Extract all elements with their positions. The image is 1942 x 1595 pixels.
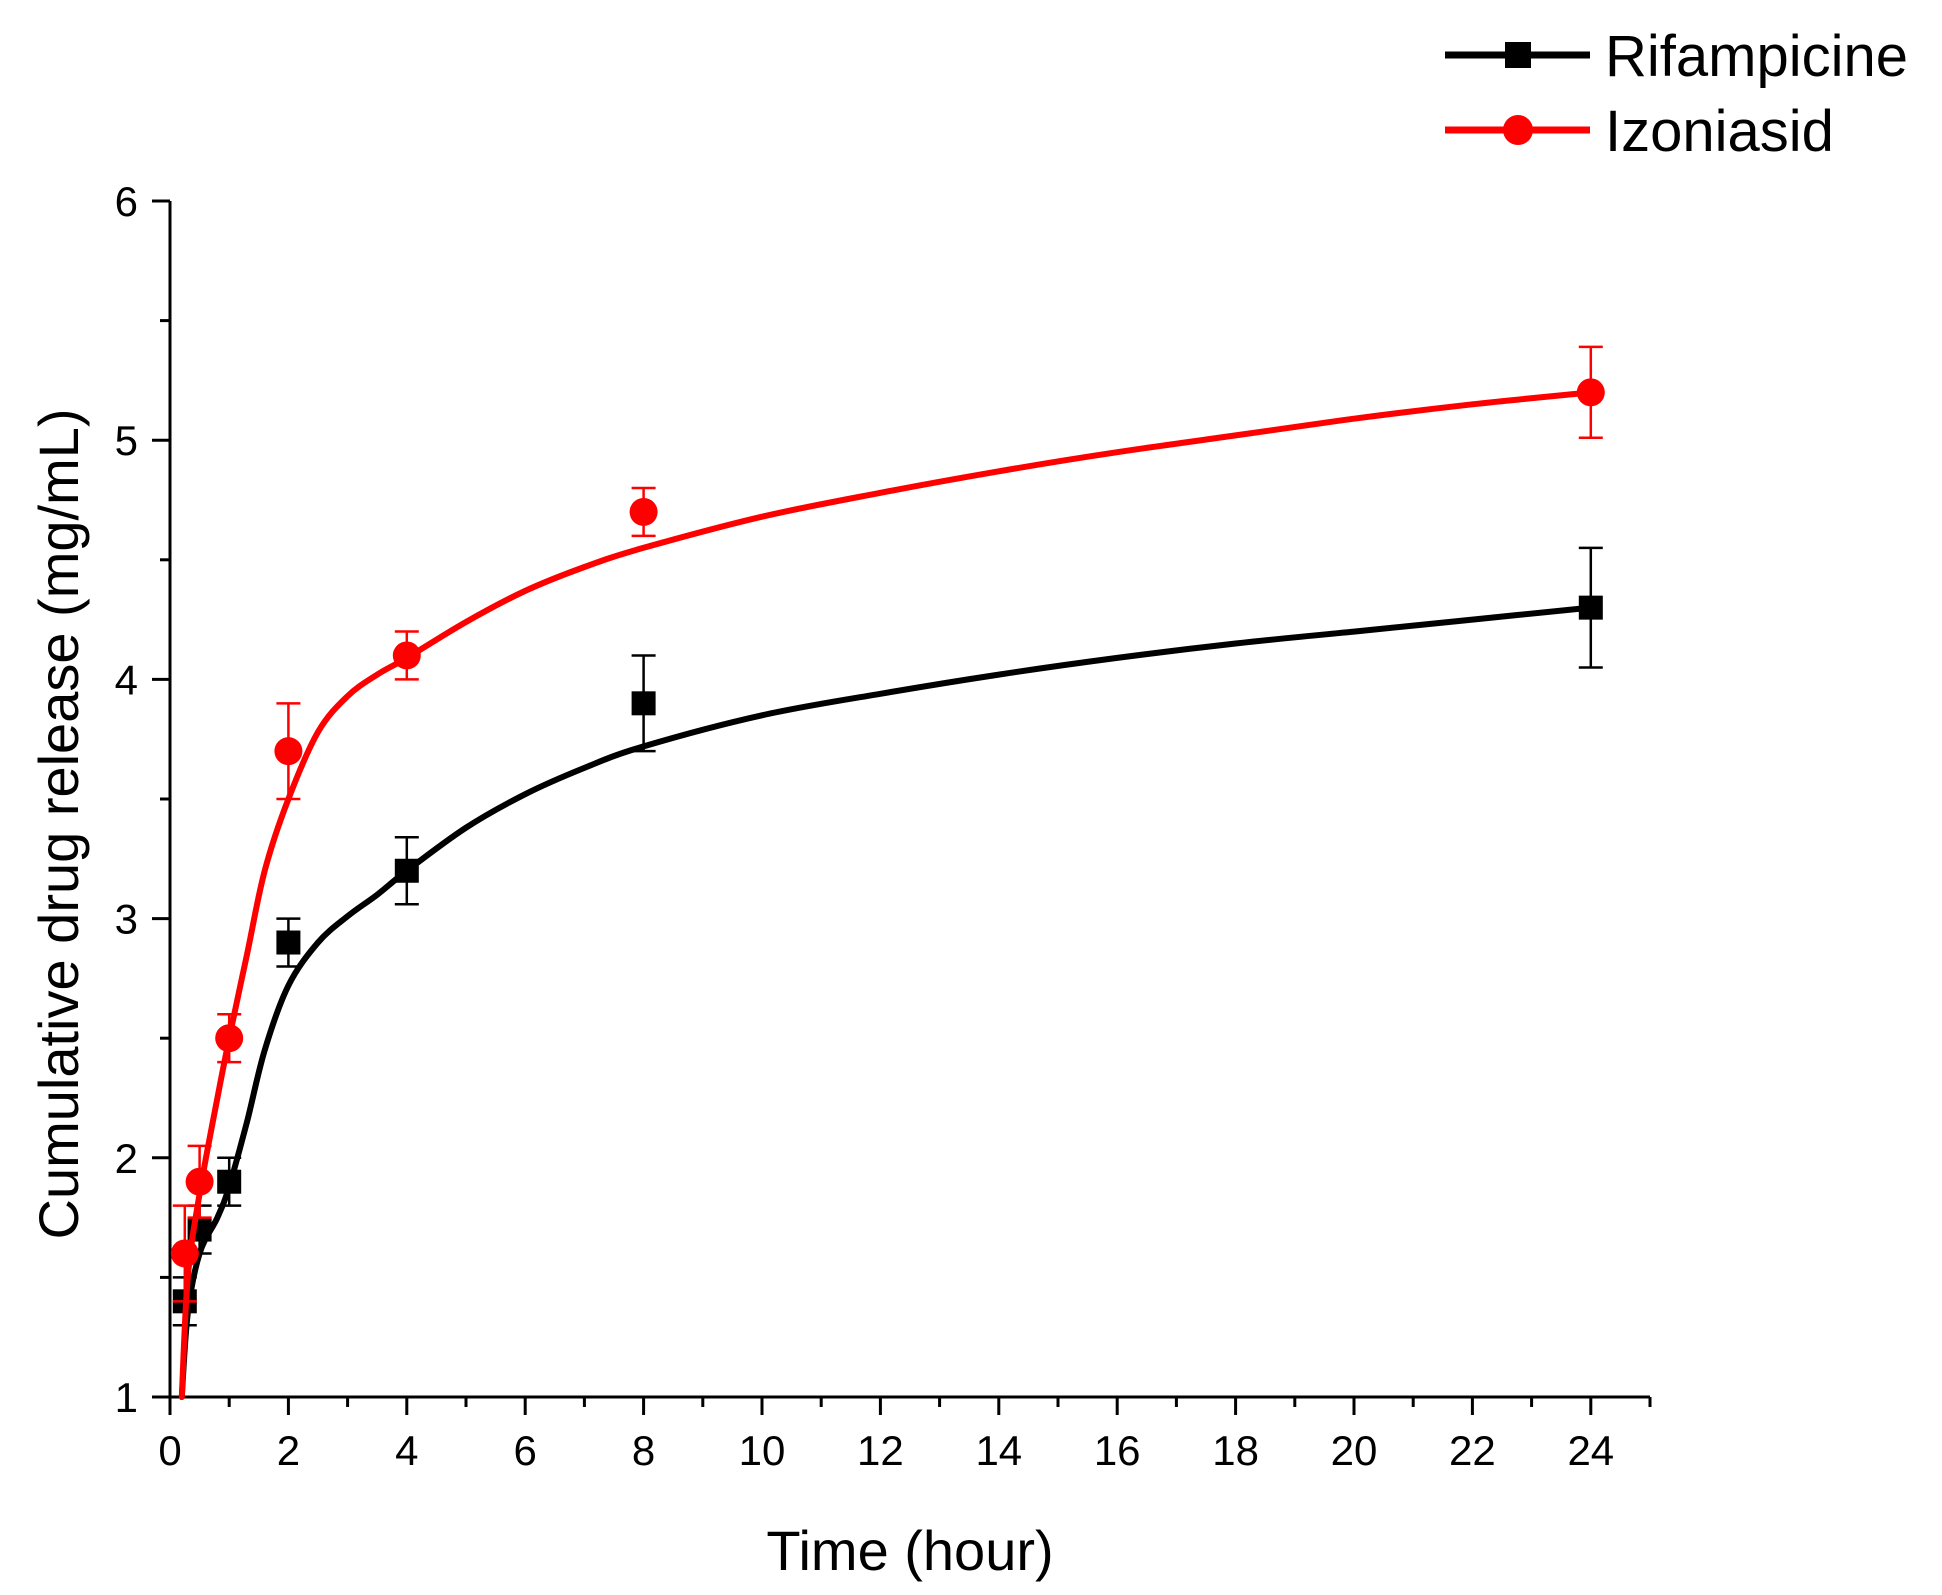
y-tick-label: 4 <box>115 656 138 703</box>
x-tick-label: 18 <box>1212 1427 1259 1474</box>
x-tick-label: 2 <box>277 1427 300 1474</box>
data-point-circle <box>185 1167 214 1196</box>
legend-marker-square <box>1505 42 1531 68</box>
y-tick-label: 2 <box>115 1135 138 1182</box>
legend-label: Izoniasid <box>1605 99 1834 164</box>
data-point-circle <box>170 1239 199 1268</box>
series-izoniasid <box>170 345 1605 1400</box>
series-layer <box>170 345 1605 1400</box>
data-point-square <box>1578 595 1603 620</box>
y-axis-title: Cumulative drug release (mg/mL) <box>27 409 90 1240</box>
data-point-circle <box>274 737 303 766</box>
legend: Rifampicine Izoniasid <box>1445 24 1908 164</box>
x-tick-label: 4 <box>395 1427 418 1474</box>
data-point-square <box>217 1169 242 1194</box>
x-axis-title: Time (hour) <box>766 1519 1053 1582</box>
x-tick-label: 14 <box>975 1427 1022 1474</box>
legend-marker-circle <box>1503 115 1533 145</box>
legend-label: Rifampicine <box>1605 24 1908 89</box>
fit-curve-izoniasid <box>178 389 1594 1400</box>
data-point-square <box>276 930 301 955</box>
series-rifampicine <box>172 546 1603 1400</box>
x-tick-label: 0 <box>158 1427 181 1474</box>
x-tick-label: 12 <box>857 1427 904 1474</box>
data-point-circle <box>1576 378 1605 407</box>
data-point-square <box>631 691 656 716</box>
legend-item-rifampicine: Rifampicine <box>1445 24 1908 89</box>
x-tick-label: 6 <box>514 1427 537 1474</box>
x-tick-label: 20 <box>1331 1427 1378 1474</box>
y-tick-label: 3 <box>115 896 138 943</box>
x-tick-label: 8 <box>632 1427 655 1474</box>
y-tick-label: 1 <box>115 1374 138 1421</box>
x-tick-label: 22 <box>1449 1427 1496 1474</box>
data-point-circle <box>215 1024 244 1053</box>
data-point-circle <box>392 641 421 670</box>
legend-item-izoniasid: Izoniasid <box>1445 99 1834 164</box>
x-tick-label: 24 <box>1567 1427 1614 1474</box>
data-point-square <box>394 858 419 883</box>
data-point-circle <box>629 497 658 526</box>
fit-curve-rifampicine <box>178 604 1594 1400</box>
x-tick-label: 10 <box>739 1427 786 1474</box>
y-tick-label: 6 <box>115 178 138 225</box>
y-tick-label: 5 <box>115 417 138 464</box>
x-tick-label: 16 <box>1094 1427 1141 1474</box>
